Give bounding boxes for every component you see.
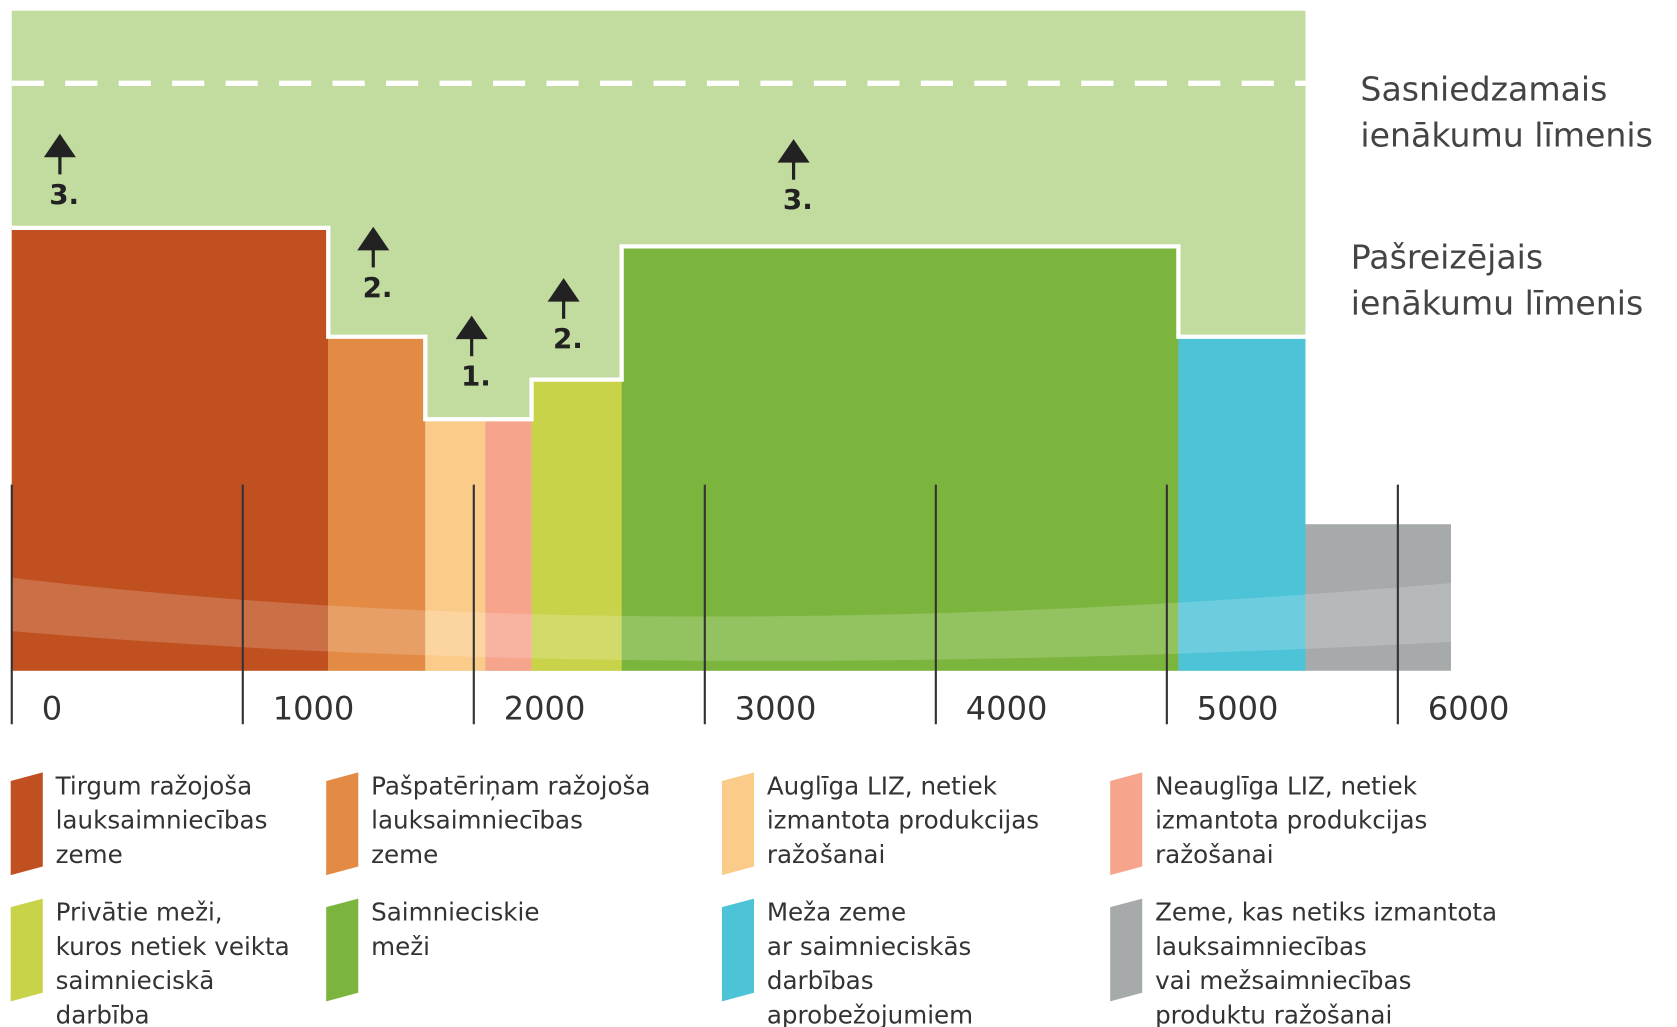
- legend-swatch: [1110, 772, 1143, 876]
- annotation: 3.: [783, 183, 813, 216]
- segment-bar: [621, 246, 1179, 671]
- legend-label: saimnieciskā: [56, 966, 215, 995]
- level-label: Pašreizējais: [1351, 237, 1543, 276]
- legend-label: lauksaimniecības: [56, 806, 268, 835]
- legend-label: Pašpatēriņam ražojoša: [371, 771, 650, 800]
- arrow-head: [357, 226, 390, 251]
- legend-label: Auglīga LIZ, netiek: [767, 771, 998, 800]
- legend-label: kuros netiek veikta: [56, 932, 290, 961]
- legend-label: Zeme, kas netiks izmantota: [1155, 898, 1497, 927]
- legend-swatch: [10, 772, 43, 876]
- legend-swatch: [1110, 898, 1143, 1002]
- legend-label: darbības: [767, 966, 874, 995]
- legend-swatch: [721, 772, 755, 876]
- segment-bar: [11, 227, 329, 671]
- legend-label: vai mežsaimniecības: [1155, 966, 1411, 995]
- x-tick-label: 4000: [966, 689, 1048, 727]
- x-tick-label: 5000: [1197, 689, 1279, 727]
- legend-label: zeme: [56, 840, 123, 869]
- level-label: ienākumu līmenis: [1351, 283, 1643, 322]
- segment-bar: [328, 336, 426, 671]
- legend-label: darbība: [56, 1000, 150, 1027]
- segment-bar: [1178, 336, 1306, 671]
- legend-swatch: [326, 898, 359, 1002]
- legend-label: zeme: [371, 840, 438, 869]
- legend-label: produktu ražošanai: [1155, 1000, 1392, 1027]
- x-tick-label: 6000: [1428, 689, 1510, 727]
- legend-label: ar saimnieciskās: [767, 932, 972, 961]
- legend-label: lauksaimniecības: [371, 806, 583, 835]
- legend-label: ražošanai: [767, 840, 886, 869]
- arrow-head: [777, 139, 810, 163]
- legend-label: Neauglīga LIZ, netiek: [1155, 771, 1418, 800]
- segment-bar: [531, 379, 622, 671]
- arrow-head: [547, 278, 580, 302]
- annotation: 2.: [363, 271, 393, 304]
- legend-label: lauksaimniecības: [1155, 932, 1367, 961]
- segment-bar: [485, 419, 532, 671]
- legend-label: aprobežojumiem: [767, 1000, 973, 1027]
- level-label: Sasniedzamais: [1360, 69, 1607, 108]
- legend-label: izmantota produkcijas: [1155, 806, 1427, 835]
- arrow-head: [43, 133, 76, 158]
- x-tick-label: 2000: [504, 689, 586, 727]
- current-level-line: [11, 225, 1306, 422]
- legend-label: izmantota produkcijas: [767, 806, 1039, 835]
- legend-label: Saimnieciskie: [371, 898, 539, 927]
- legend-swatch: [326, 772, 359, 876]
- annotation: 3.: [49, 178, 79, 211]
- legend-swatch: [721, 898, 755, 1002]
- x-tick-label: 3000: [735, 689, 817, 727]
- legend-swatch: [10, 898, 43, 1002]
- legend-label: Meža zeme: [767, 898, 906, 927]
- annotation: 1.: [461, 360, 491, 393]
- legend-label: meži: [371, 932, 430, 961]
- x-tick-label: 1000: [273, 689, 355, 727]
- annotation: 2.: [553, 322, 583, 355]
- level-label: ienākumu līmenis: [1360, 115, 1652, 154]
- legend-label: Tirgum ražojoša: [55, 771, 253, 800]
- legend-label: Privātie meži,: [56, 898, 223, 927]
- arrow-head: [455, 315, 488, 340]
- sheen: [11, 577, 1452, 661]
- segment-bar: [1305, 524, 1451, 671]
- legend-label: ražošanai: [1155, 840, 1274, 869]
- x-tick-label: 0: [42, 689, 62, 727]
- segment-bar: [425, 419, 486, 671]
